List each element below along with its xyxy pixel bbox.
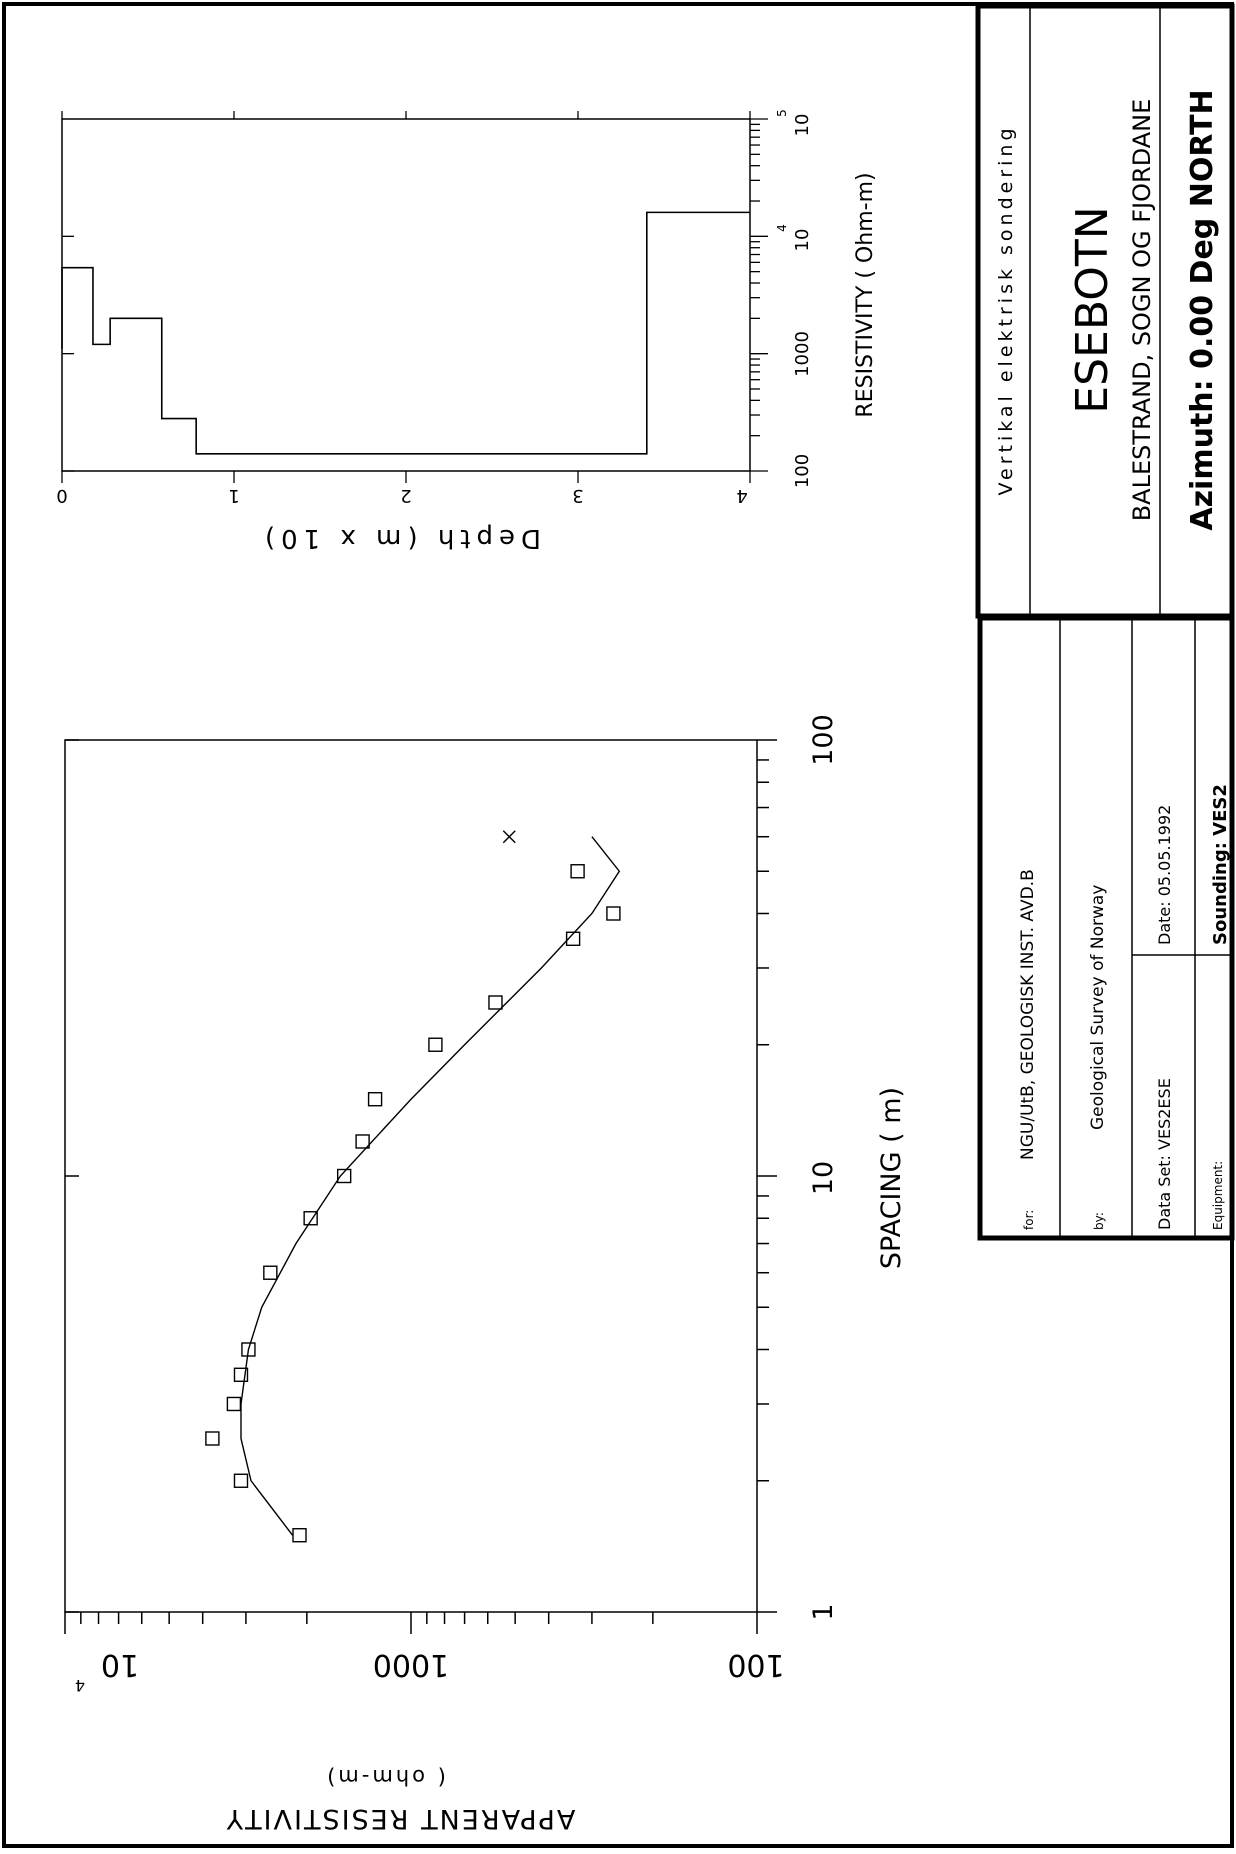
- chart1-ytick-100: 100: [727, 1647, 784, 1682]
- sounding-label: Sounding: VES2: [1210, 784, 1231, 945]
- chart2-xlabel: RESISTIVITY ( Ohm-m): [853, 172, 878, 417]
- chart1-point: [226, 1396, 242, 1412]
- chart1-point: [428, 1037, 443, 1052]
- chart1-outlier-points: [502, 830, 516, 844]
- azimuth-label: Azimuth: 0.00 Deg NORTH: [1185, 89, 1220, 530]
- chart1-yunit: ( ohm-m): [324, 1765, 446, 1789]
- chart1-measured-points: [205, 864, 621, 1543]
- chart1-ytick-10: 10: [101, 1647, 139, 1682]
- chart1-point: [233, 1367, 249, 1382]
- chart1-point: [606, 906, 621, 921]
- chart2-xtick-exp4: 4: [775, 224, 789, 232]
- chart1-model-curve: [240, 836, 621, 1536]
- survey-heading: Vertikal elektrisk sondering: [995, 124, 1017, 495]
- chart2-ytick-4: 4: [736, 485, 747, 506]
- by-label: by:: [1092, 1212, 1106, 1230]
- chart1-point: [570, 864, 585, 879]
- for-value: NGU/UtB, GEOLOGISK INST. AVD.B: [1018, 869, 1038, 1160]
- chart2-ticks: [61, 111, 768, 483]
- chart1-point: [303, 1211, 318, 1226]
- chart1-frame: [64, 739, 758, 1613]
- info-block-frame: [977, 615, 1235, 1241]
- layer-model-chart: 100 1000 10 4 10 5 RESISTIVITY ( Ohm-m) …: [56, 109, 878, 553]
- chart1-point: [367, 1092, 383, 1107]
- chart1-ytick-exponent: 4: [75, 1676, 85, 1695]
- site-name: ESEBOTN: [1067, 206, 1118, 413]
- chart1-xtick-10: 10: [808, 1161, 839, 1195]
- chart1-point: [565, 931, 581, 946]
- chart1-xlabel: SPACING ( m): [876, 1087, 907, 1269]
- chart2-xtick-1000: 1000: [792, 331, 813, 377]
- chart1-xtick-100: 100: [808, 714, 839, 766]
- chart1-ylabel: APPARENT RESISTIVITY: [225, 1803, 576, 1834]
- chart2-ylabel: Depth (m x 10): [259, 523, 541, 553]
- chart1-point: [336, 1168, 352, 1184]
- for-label: for:: [1022, 1210, 1036, 1230]
- site-location: BALESTRAND, SOGN OG FJORDANE: [1128, 99, 1156, 522]
- chart1-outlier-marker: [502, 830, 516, 844]
- chart1-point: [292, 1528, 307, 1543]
- chart2-xtick-100: 100: [792, 454, 813, 488]
- chart2-xtick-10e4: 10: [792, 229, 813, 252]
- chart1-point: [205, 1431, 220, 1446]
- chart2-xtick-exp5: 5: [775, 109, 789, 117]
- chart1-ytick-1000: 1000: [373, 1647, 449, 1682]
- chart2-xtick-10e5: 10: [792, 114, 813, 137]
- chart2-model-line: [61, 211, 750, 455]
- dataset-label: Data Set: VES2ESE: [1155, 1078, 1174, 1230]
- apparent-resistivity-chart: 1 10 100 SPACING ( m) 100 1000 10 4 ( oh…: [64, 714, 907, 1834]
- by-value: Geological Survey of Norway: [1088, 885, 1108, 1130]
- chart2-layer-line: [61, 211, 750, 455]
- title-block: Vertikal elektrisk sondering ESEBOTN BAL…: [975, 3, 1235, 619]
- chart1-ticks: [64, 739, 777, 1634]
- chart1-point: [233, 1473, 249, 1488]
- chart1-point: [488, 995, 503, 1010]
- equipment-label: Equipment:: [1211, 1161, 1225, 1230]
- chart2-ytick-3: 3: [572, 485, 583, 506]
- chart1-model-line: [240, 836, 621, 1536]
- info-block: for: NGU/UtB, GEOLOGISK INST. AVD.B by: …: [977, 615, 1235, 1241]
- chart2-ytick-0: 0: [56, 485, 67, 506]
- chart1-point: [241, 1342, 256, 1357]
- chart1-point: [355, 1134, 370, 1149]
- chart2-ytick-1: 1: [228, 485, 239, 506]
- chart2-ytick-2: 2: [400, 485, 411, 506]
- chart1-xtick-1: 1: [808, 1603, 839, 1620]
- date-label: Date: 05.05.1992: [1155, 805, 1174, 945]
- chart1-point: [263, 1265, 278, 1280]
